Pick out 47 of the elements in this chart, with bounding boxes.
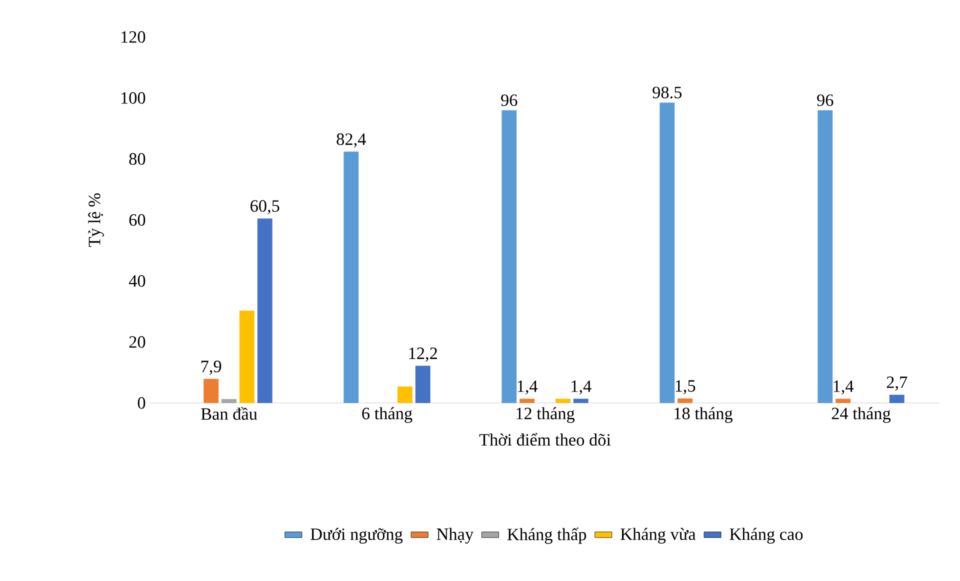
- x-tick-label: 24 tháng: [832, 407, 891, 423]
- bar: [222, 399, 236, 403]
- data-label: 1,4: [518, 380, 538, 395]
- data-label: 12,2: [409, 348, 437, 362]
- x-tick-label: Ban đầu: [201, 407, 258, 420]
- y-axis-title: Tỷ lệ %: [88, 193, 104, 247]
- x-tick-label: 12 tháng: [516, 407, 575, 423]
- bar: [257, 218, 272, 403]
- data-label: 82,4: [336, 133, 366, 148]
- legend-label: Kháng vừa: [620, 528, 696, 544]
- legend-label: Dưới ngưỡng: [310, 528, 403, 544]
- bar: [836, 398, 851, 403]
- y-tick-label: 40: [128, 275, 146, 287]
- x-axis-title: Thời điểm theo dõi: [479, 433, 611, 446]
- bar: [555, 398, 570, 403]
- y-tick-label: 60: [129, 214, 146, 226]
- bar: [573, 398, 588, 403]
- bar: [520, 398, 535, 403]
- x-tick-label: 18 tháng: [674, 407, 733, 423]
- bar: [239, 310, 254, 403]
- data-label: 60,5: [250, 200, 280, 214]
- data-label: 96: [817, 94, 834, 106]
- y-tick-label: 20: [129, 336, 146, 348]
- legend-label: Kháng cao: [730, 528, 803, 544]
- bar: [889, 394, 904, 403]
- data-label: 1,5: [676, 380, 696, 394]
- data-label: 1,4: [834, 380, 854, 395]
- legend-label: Kháng thấp: [507, 528, 586, 544]
- y-tick-label: 120: [122, 31, 146, 43]
- bar: [818, 110, 833, 403]
- y-tick-label: 100: [122, 92, 146, 104]
- data-label: 1,4: [572, 380, 592, 395]
- legend-label: Nhạy: [436, 528, 474, 544]
- bar: [344, 152, 359, 403]
- data-label: 98.5: [652, 86, 682, 98]
- data-label: 7,9: [201, 360, 222, 375]
- x-tick-label: 6 tháng: [362, 407, 412, 423]
- bar: [397, 386, 412, 403]
- bar: [415, 366, 430, 403]
- data-label: 2,7: [886, 376, 908, 391]
- bar: [660, 102, 675, 403]
- bar: [502, 110, 517, 403]
- y-tick-label: 0: [138, 397, 146, 409]
- y-tick-label: 80: [129, 153, 146, 165]
- bar: [678, 398, 693, 403]
- data-label: 96: [501, 94, 518, 106]
- bar: [204, 378, 219, 403]
